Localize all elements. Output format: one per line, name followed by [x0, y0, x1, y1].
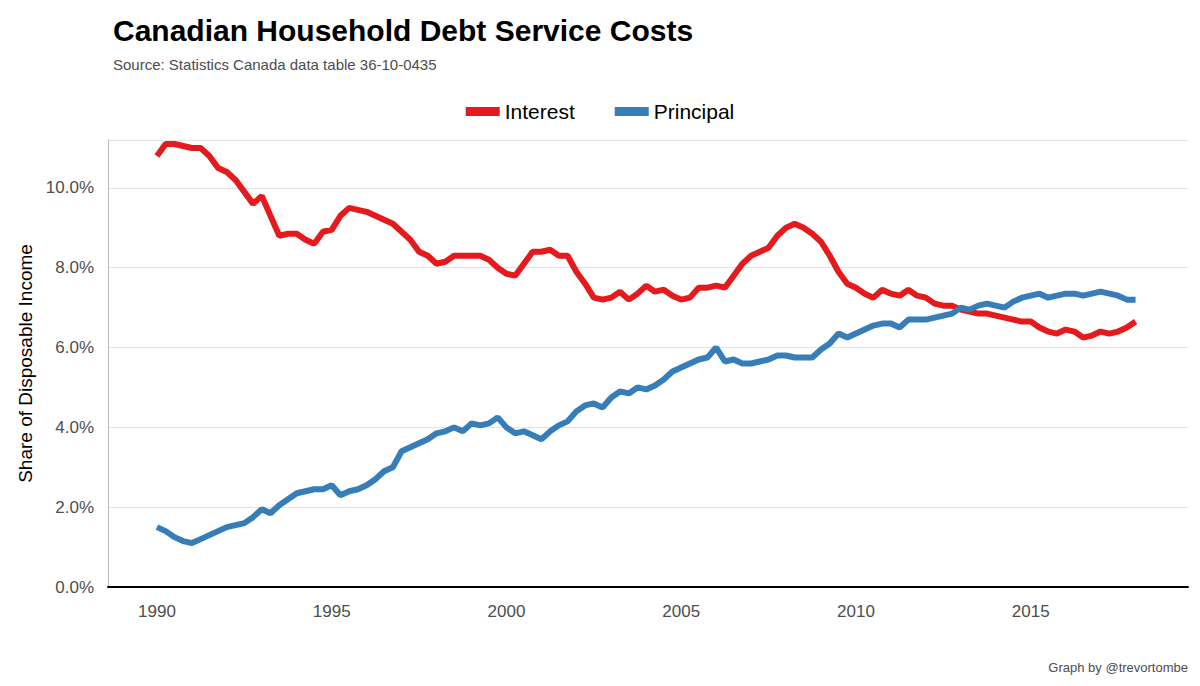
svg-text:2015: 2015	[1012, 602, 1050, 621]
svg-text:Canadian Household Debt Servic: Canadian Household Debt Service Costs	[113, 14, 693, 47]
svg-text:8.0%: 8.0%	[55, 258, 94, 277]
svg-text:Source: Statistics Canada data: Source: Statistics Canada data table 36-…	[113, 56, 437, 73]
svg-text:4.0%: 4.0%	[55, 418, 94, 437]
svg-text:Graph by @trevortombe: Graph by @trevortombe	[1048, 660, 1188, 675]
svg-text:2005: 2005	[662, 602, 700, 621]
svg-text:Principal: Principal	[654, 100, 735, 123]
svg-text:Interest: Interest	[505, 100, 575, 123]
svg-text:2.0%: 2.0%	[55, 498, 94, 517]
svg-text:Share of Disposable Income: Share of Disposable Income	[15, 244, 36, 483]
svg-text:1990: 1990	[138, 602, 176, 621]
svg-text:2010: 2010	[837, 602, 875, 621]
svg-text:10.0%: 10.0%	[46, 178, 94, 197]
svg-text:2000: 2000	[488, 602, 526, 621]
svg-text:6.0%: 6.0%	[55, 338, 94, 357]
svg-text:0.0%: 0.0%	[55, 578, 94, 597]
svg-text:1995: 1995	[313, 602, 351, 621]
